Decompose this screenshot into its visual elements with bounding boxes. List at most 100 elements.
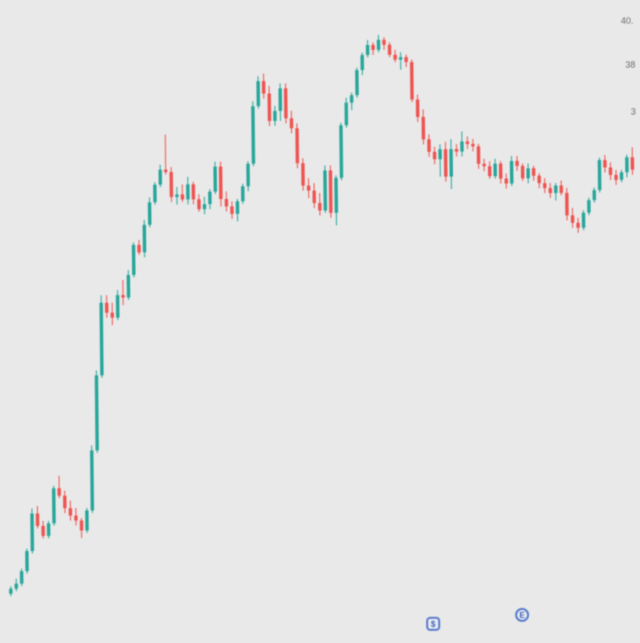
candle-down[interactable] [284,88,288,118]
candle-up[interactable] [256,81,260,106]
candle-down[interactable] [371,45,374,50]
candle-down[interactable] [74,516,77,521]
candle-up[interactable] [278,88,282,111]
candle-down[interactable] [422,117,426,140]
candle-down[interactable] [455,149,458,152]
candle-down[interactable] [169,172,173,197]
candle-up[interactable] [598,160,602,190]
candle-down[interactable] [307,186,310,191]
candle-up[interactable] [52,488,56,523]
candle-up[interactable] [90,450,94,510]
candle-down[interactable] [410,62,414,100]
candle-up[interactable] [360,55,364,70]
candle-up[interactable] [620,172,623,180]
candle-down[interactable] [181,194,184,199]
candle-down[interactable] [609,167,612,175]
candle-down[interactable] [565,193,569,216]
candle-up[interactable] [99,303,103,376]
candle-up[interactable] [493,164,497,177]
candle-down[interactable] [219,167,223,200]
candle-up[interactable] [132,245,136,275]
candle-up[interactable] [25,551,29,571]
candle-up[interactable] [20,571,24,584]
candle-up[interactable] [153,185,157,203]
candle-down[interactable] [571,215,574,223]
candle-up[interactable] [246,164,250,187]
dividend-marker-icon[interactable]: $ [426,617,440,631]
earnings-marker-icon[interactable]: E [515,608,529,622]
candle-down[interactable] [290,118,294,128]
candle-up[interactable] [241,186,245,201]
candle-up[interactable] [355,70,359,95]
candle-up[interactable] [625,157,629,172]
candle-up[interactable] [323,170,327,210]
candle-up[interactable] [438,149,442,159]
candle-down[interactable] [41,526,45,536]
candle-down[interactable] [57,488,60,496]
candle-up[interactable] [582,213,586,228]
candle-down[interactable] [295,128,299,163]
candle-up[interactable] [9,589,12,594]
candle-down[interactable] [444,149,448,177]
candle-down[interactable] [36,513,40,526]
candle-up[interactable] [85,510,89,530]
candle-up[interactable] [554,186,557,194]
candle-down[interactable] [499,164,503,179]
candle-up[interactable] [339,125,343,178]
candle-down[interactable] [192,184,196,199]
candle-up[interactable] [587,200,591,213]
candle-down[interactable] [488,166,492,176]
candle-up[interactable] [143,225,147,253]
candle-up[interactable] [203,204,206,209]
candle-up[interactable] [15,584,18,589]
candle-down[interactable] [230,206,233,214]
candle-up[interactable] [344,103,348,126]
candle-down[interactable] [515,161,518,166]
candle-down[interactable] [477,146,481,164]
candle-down[interactable] [312,191,316,204]
candle-down[interactable] [416,99,420,117]
candle-up[interactable] [127,275,131,298]
candle-down[interactable] [164,170,167,173]
candle-up[interactable] [30,514,34,552]
candle-down[interactable] [318,203,321,211]
candle-down[interactable] [262,81,266,94]
candle-up[interactable] [186,184,190,199]
candle-down[interactable] [549,188,552,193]
candle-down[interactable] [537,176,540,184]
candle-up[interactable] [95,375,99,450]
candle-down[interactable] [505,179,508,184]
candle-down[interactable] [382,40,385,45]
candle-down[interactable] [301,163,305,186]
candle-up[interactable] [449,149,453,177]
candle-down[interactable] [393,55,396,60]
candle-up[interactable] [208,192,212,205]
candle-down[interactable] [80,520,84,530]
candle-up[interactable] [366,45,370,55]
candle-down[interactable] [111,313,114,318]
candle-up[interactable] [377,40,381,50]
candle-down[interactable] [69,508,72,516]
candle-up[interactable] [158,170,162,185]
candle-down[interactable] [471,144,474,147]
candle-down[interactable] [482,164,485,167]
candle-down[interactable] [466,141,469,144]
candle-down[interactable] [329,170,333,213]
candle-down[interactable] [404,57,407,62]
candle-down[interactable] [576,223,579,228]
candle-down[interactable] [225,199,228,207]
candle-down[interactable] [631,157,635,170]
candle-down[interactable] [268,94,272,122]
candle-up[interactable] [148,202,152,225]
candle-down[interactable] [532,168,535,176]
candle-down[interactable] [427,139,431,152]
candle-down[interactable] [137,245,140,253]
candle-down[interactable] [543,183,546,188]
candle-up[interactable] [213,167,217,192]
candle-up[interactable] [593,190,597,200]
candle-down[interactable] [521,166,525,179]
candle-up[interactable] [175,194,178,197]
candle-down[interactable] [63,496,67,509]
